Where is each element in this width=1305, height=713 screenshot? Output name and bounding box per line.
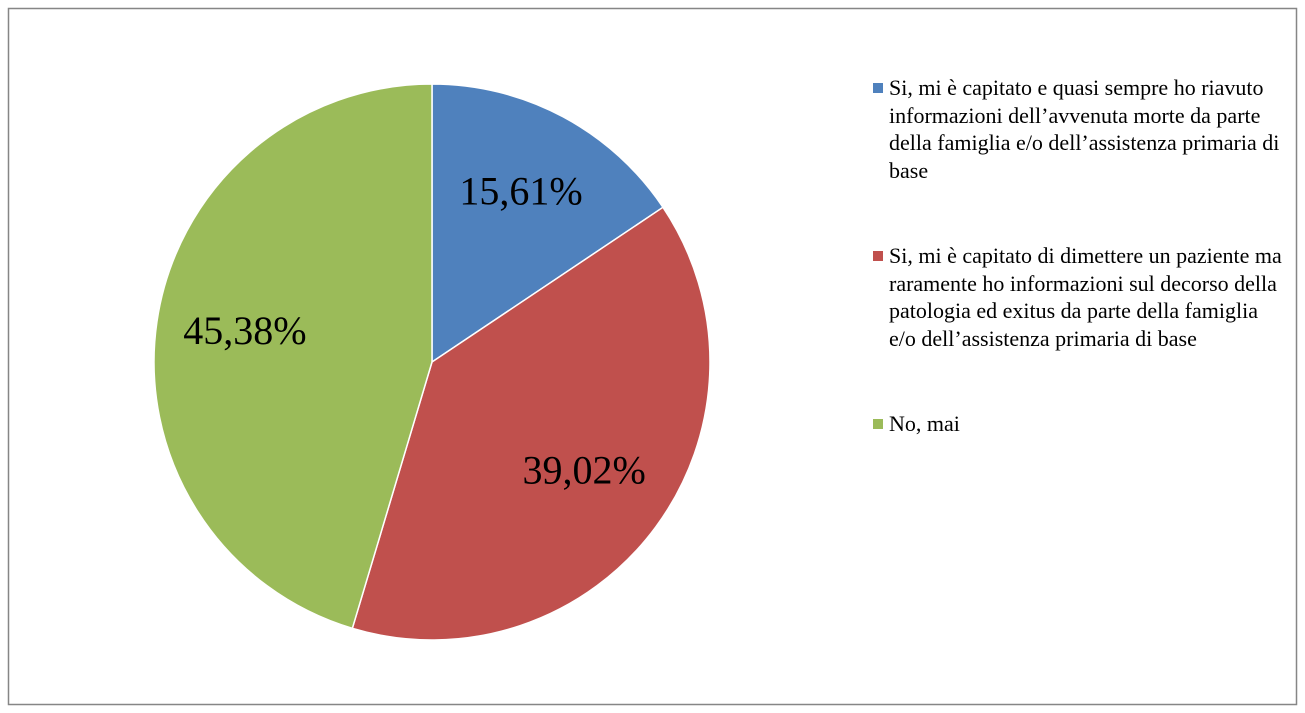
pie-slice: [153, 83, 433, 630]
legend-item: Si, mi è capitato e quasi sempre ho riav…: [870, 74, 1290, 184]
legend-label: No, mai: [889, 411, 960, 436]
legend-swatch: [873, 251, 883, 261]
data-label: 39,02%: [522, 447, 645, 492]
legend-swatch: [873, 83, 883, 93]
pie-slice: [431, 83, 665, 364]
legend: Si, mi è capitato e quasi sempre ho riav…: [870, 74, 1290, 496]
pie-slice: [351, 206, 711, 641]
legend-item: No, mai: [870, 410, 1290, 438]
legend-swatch: [873, 419, 883, 429]
legend-label: Si, mi è capitato e quasi sempre ho riav…: [889, 75, 1280, 183]
data-label: 15,61%: [459, 168, 582, 213]
legend-item: Si, mi è capitato di dimettere un pazien…: [870, 242, 1290, 352]
legend-label: Si, mi è capitato di dimettere un pazien…: [889, 243, 1282, 351]
data-label: 45,38%: [183, 308, 306, 353]
